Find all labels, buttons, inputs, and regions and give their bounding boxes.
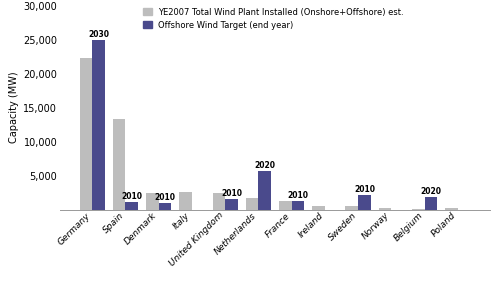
Y-axis label: Capacity (MW): Capacity (MW) — [9, 72, 19, 143]
Bar — [225, 199, 238, 210]
Bar — [113, 118, 126, 210]
Bar — [424, 197, 437, 210]
Bar — [92, 40, 105, 210]
Bar — [246, 198, 258, 210]
Bar — [180, 192, 192, 210]
Bar — [80, 58, 92, 210]
Bar — [158, 203, 172, 210]
Bar — [292, 201, 304, 210]
Bar — [312, 206, 325, 210]
Text: 2020: 2020 — [254, 161, 275, 170]
Bar — [212, 193, 225, 210]
Legend: YE2007 Total Wind Plant Installed (Onshore+Offshore) est., Offshore Wind Target : YE2007 Total Wind Plant Installed (Onsho… — [142, 6, 406, 31]
Text: 2020: 2020 — [420, 187, 442, 196]
Bar — [346, 206, 358, 210]
Text: 2010: 2010 — [154, 194, 176, 203]
Text: 2010: 2010 — [121, 192, 142, 201]
Text: 2030: 2030 — [88, 30, 109, 39]
Bar — [146, 193, 158, 210]
Text: 2010: 2010 — [221, 189, 242, 198]
Text: 2010: 2010 — [288, 191, 308, 200]
Bar — [126, 202, 138, 210]
Bar — [378, 208, 392, 210]
Text: 2010: 2010 — [354, 185, 375, 194]
Bar — [412, 208, 424, 210]
Bar — [445, 208, 458, 210]
Bar — [279, 201, 291, 210]
Bar — [358, 195, 370, 210]
Bar — [258, 171, 271, 210]
